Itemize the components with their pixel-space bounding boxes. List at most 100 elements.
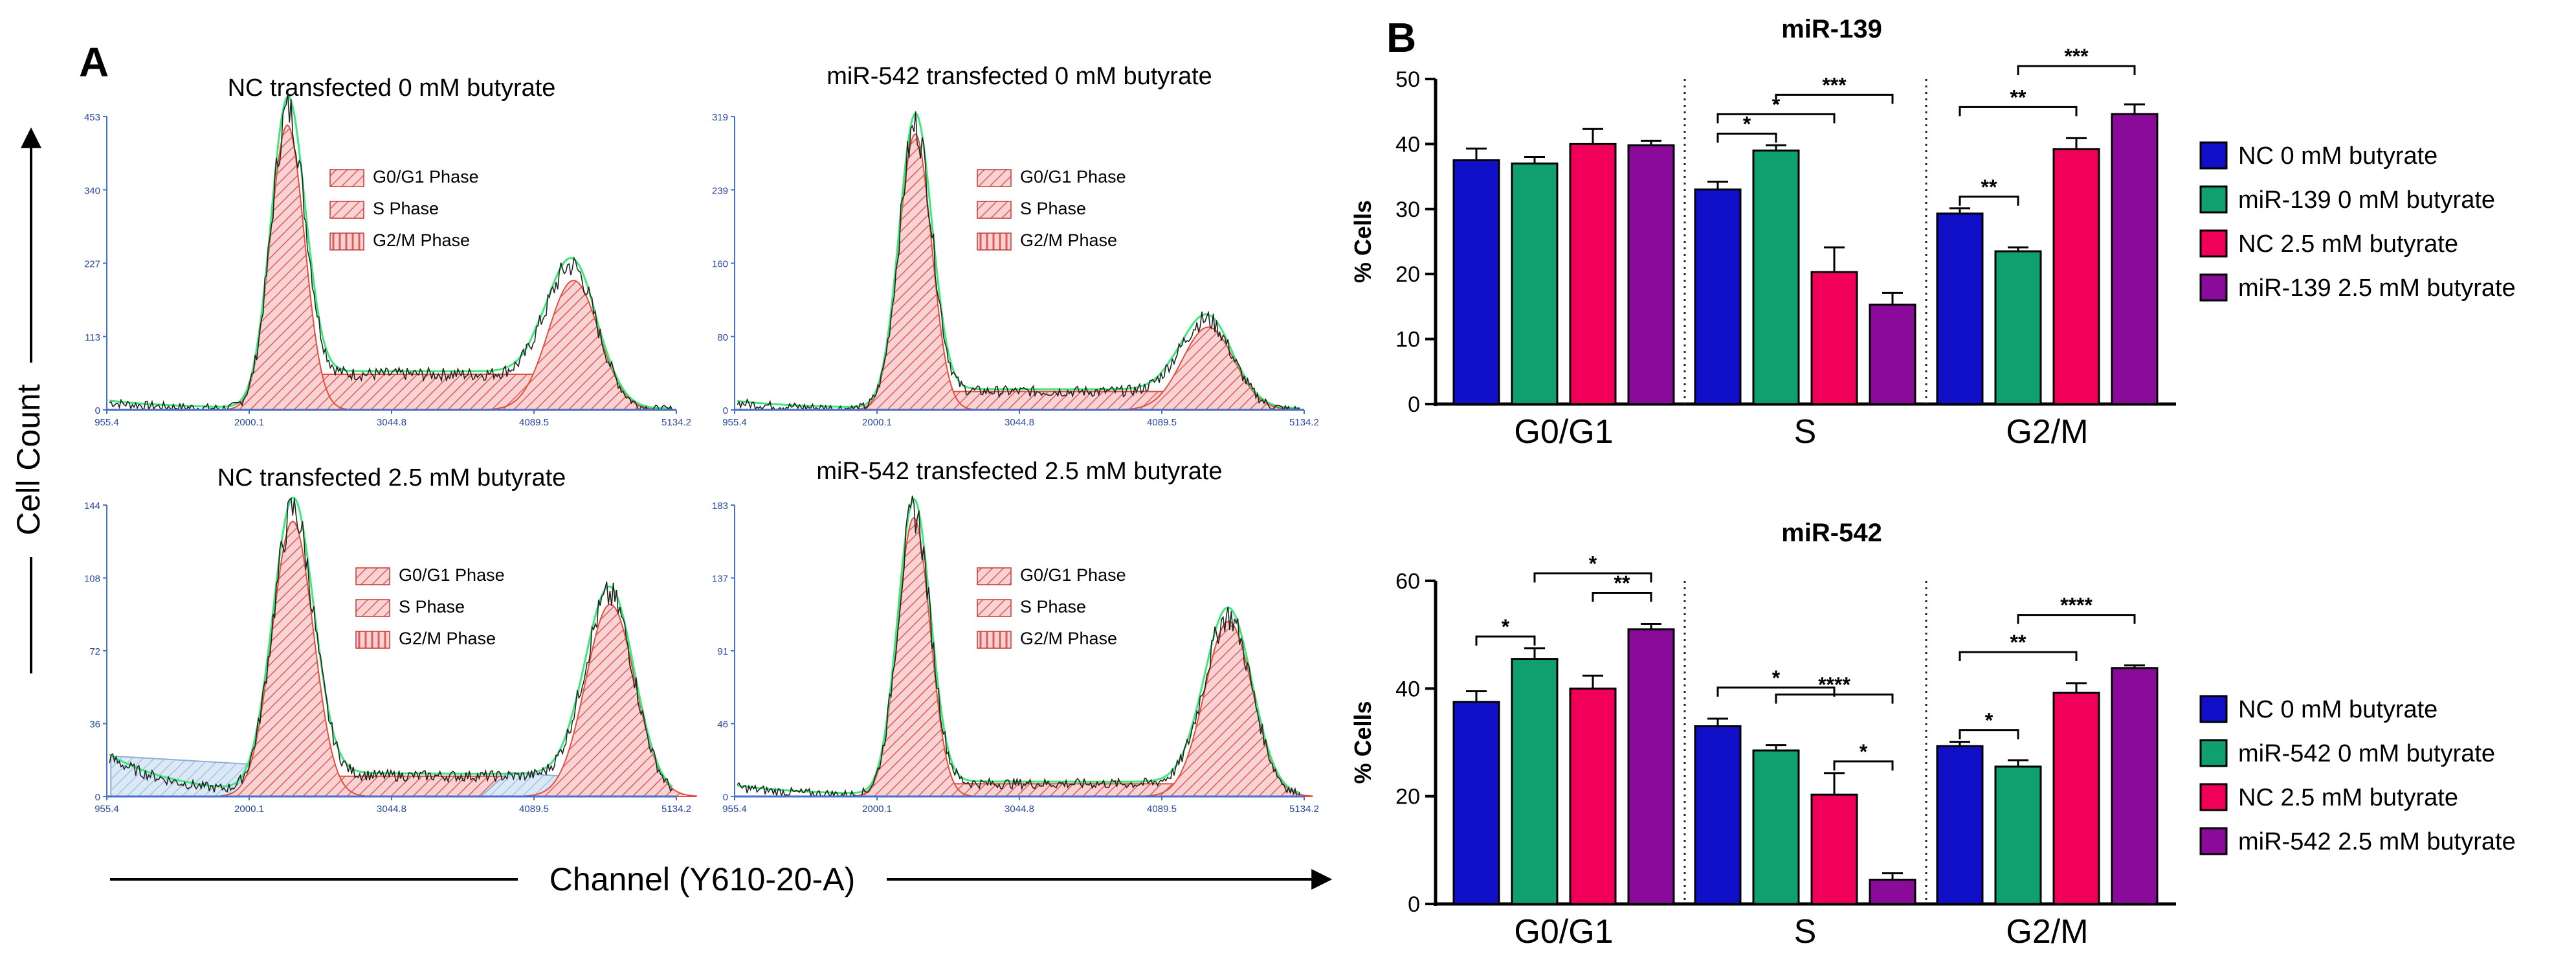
bar [1994, 765, 2042, 905]
bar [1452, 701, 1500, 905]
legend-swatch [2199, 273, 2228, 302]
legend-label: G0/G1 Phase [1020, 167, 1126, 186]
y-tick-label: 340 [84, 185, 100, 196]
y-tick-label: 10 [1395, 328, 1420, 352]
bar [1810, 793, 1858, 905]
significance-label: * [1860, 740, 1868, 763]
x-tick-label: 3044.8 [1005, 804, 1034, 815]
bar [1936, 745, 1984, 905]
y-tick-label: 40 [1395, 677, 1420, 701]
histogram-panel: miR-542 transfected 2.5 mM butyrate 0 46 91… [712, 458, 1319, 815]
bar [2052, 692, 2100, 905]
x-tick-label: 5134.2 [1289, 417, 1319, 428]
bar [1752, 149, 1800, 405]
model-fit-curve [109, 95, 672, 410]
y-tick-label: 319 [712, 112, 728, 123]
significance-bracket [1475, 635, 1536, 646]
significance-label: **** [1818, 673, 1850, 697]
chart-title: miR-542 [1781, 519, 1882, 547]
legend-label: G0/G1 Phase [399, 565, 505, 585]
bar [1694, 725, 1742, 905]
y-tick-label: 227 [84, 259, 100, 270]
legend-swatch [329, 201, 364, 219]
legend-swatch [329, 232, 364, 251]
g1-peak-fill [857, 133, 973, 411]
histogram-panel: miR-542 transfected 0 mM butyrate 0 80 160 2… [712, 63, 1319, 428]
y-axis-label: % Cells [1349, 701, 1376, 784]
bar [1810, 271, 1858, 405]
x-tick-label: 2000.1 [862, 804, 892, 815]
legend-swatch [2199, 695, 2228, 723]
category-label: G0/G1 [1514, 913, 1613, 951]
y-tick-label: 113 [85, 332, 100, 343]
x-tick-label: 2000.1 [234, 804, 264, 815]
y-tick-label: 144 [84, 501, 100, 512]
legend-label: NC 2.5 mM butyrate [2238, 231, 2458, 258]
legend-label: NC 2.5 mM butyrate [2238, 784, 2458, 811]
legend-swatch [329, 169, 364, 187]
x-tick-label: 955.4 [94, 804, 119, 815]
x-tick-label: 4089.5 [1147, 417, 1177, 428]
y-tick-label: 36 [89, 719, 100, 730]
legend-swatch [2199, 229, 2228, 258]
legend-label: miR-542 0 mM butyrate [2238, 740, 2495, 767]
significance-label: * [1985, 709, 1993, 732]
legend-label: miR-139 0 mM butyrate [2238, 186, 2495, 214]
legend-swatch [355, 631, 390, 649]
bar [1936, 212, 1984, 405]
y-tick-label: 46 [717, 719, 728, 730]
significance-label: ** [2010, 85, 2026, 109]
y-tick-label: 91 [717, 646, 728, 657]
y-tick-label: 0 [95, 405, 100, 416]
x-tick-label: 4089.5 [519, 417, 549, 428]
legend-label: S Phase [399, 597, 465, 616]
y-tick-label: 20 [1395, 785, 1420, 809]
category-label: S [1794, 913, 1817, 951]
significance-label: ** [1981, 175, 1997, 199]
x-tick-label: 5134.2 [661, 417, 691, 428]
panel-a-letter: A [79, 39, 109, 85]
data-histogram-line [109, 93, 673, 412]
legend-swatch [2199, 827, 2228, 855]
x-tick-label: 4089.5 [519, 804, 549, 815]
panel-a-xlabel: Channel (Y610-20-A) [550, 861, 856, 897]
data-histogram-line [109, 497, 673, 793]
y-tick-label: 0 [1408, 392, 1420, 417]
y-tick-label: 72 [89, 646, 100, 657]
y-tick-label: 108 [84, 574, 100, 585]
legend-swatch [2199, 739, 2228, 767]
y-tick-label: 20 [1395, 262, 1420, 287]
significance-label: * [1772, 93, 1781, 116]
significance-bracket [1775, 93, 1894, 104]
legend-swatch [2199, 185, 2228, 214]
significance-bracket [1533, 572, 1652, 583]
significance-bracket [2017, 65, 2136, 75]
y-tick-label: 80 [717, 332, 728, 343]
significance-bracket [2017, 614, 2136, 624]
histogram-title: miR-542 transfected 2.5 mM butyrate [816, 458, 1222, 485]
legend-swatch [977, 201, 1012, 219]
bar [1752, 749, 1800, 905]
significance-bracket [1716, 132, 1777, 143]
bar [1694, 188, 1742, 405]
g2-peak-fill [1116, 326, 1300, 411]
x-tick-label: 955.4 [94, 417, 119, 428]
legend-label: S Phase [1020, 199, 1086, 218]
legend-swatch [977, 567, 1012, 585]
significance-bracket [1959, 196, 2019, 206]
legend-label: G0/G1 Phase [1020, 565, 1126, 585]
g1-peak-fill [227, 124, 348, 411]
g1-peak-fill [856, 517, 972, 797]
significance-label: ** [2010, 631, 2026, 654]
legend-label: S Phase [373, 199, 439, 218]
g1-peak-fill [220, 520, 365, 797]
legend-swatch [977, 232, 1012, 251]
y-tick-label: 453 [84, 112, 100, 123]
legend-label: G2/M Phase [1020, 629, 1117, 648]
y-axis-label: % Cells [1349, 200, 1376, 283]
significance-label: * [1743, 112, 1751, 135]
x-tick-label: 3044.8 [377, 417, 406, 428]
significance-bracket [1775, 694, 1894, 704]
